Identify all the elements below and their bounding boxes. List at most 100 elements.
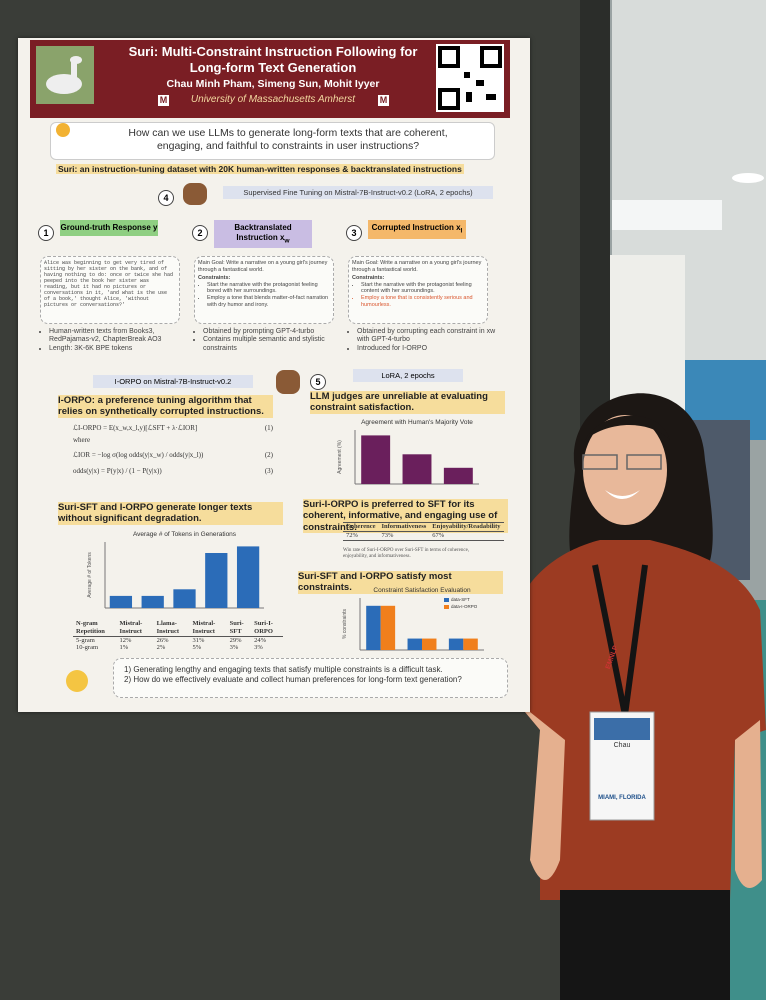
table-header: N-gram Repetition Mistral-Instruct Llama-I… <box>73 620 283 637</box>
step-sample: Main Goal: Write a narrative on a young … <box>352 260 482 273</box>
header-cell: Enjoyability/Readability <box>429 522 504 532</box>
step-sample: Alice was beginning to get very tired of… <box>44 260 174 308</box>
cell: 5% <box>192 644 202 652</box>
legend-swatch <box>444 598 449 602</box>
light-panel <box>612 200 722 230</box>
constraint-chart: Constraint Satisfaction Evaluation % cons… <box>342 587 484 651</box>
equations: ℒI-ORPO = E(x_w,x_l,y)[ℒSFT + λ·ℒIOR] (1… <box>73 424 273 484</box>
orpo-heading: I-ORPO: a preference tuning algorithm th… <box>58 395 273 418</box>
open-question: 1) Generating lengthy and engaging texts… <box>124 665 443 674</box>
bar <box>448 638 464 650</box>
llama <box>46 56 82 94</box>
logo: M <box>378 95 389 106</box>
step-number: 4 <box>158 190 174 206</box>
y-axis-label: Agreement (%) <box>337 440 343 474</box>
cell: 73% <box>381 531 394 539</box>
arm <box>735 720 762 888</box>
judge-heading: LLM judges are unreliable at evaluating … <box>310 391 505 414</box>
bar <box>205 553 228 608</box>
bar <box>141 595 164 608</box>
arm <box>515 700 565 880</box>
open-questions: 1) Generating lengthy and engaging texts… <box>113 658 508 698</box>
header-cell: Suri-I-ORPO <box>251 620 283 637</box>
badge-name: Chau <box>613 742 631 749</box>
step-label-text: Corrupted Instruction x <box>371 223 461 232</box>
legend-swatch <box>444 605 449 609</box>
step-label: Corrupted Instruction xl <box>368 220 466 239</box>
chart-title: Average # of Tokens in Generations <box>133 531 237 538</box>
repetition-table: N-gram Repetition Mistral-Instruct Llama-I… <box>73 620 283 652</box>
cell: 5-gram <box>76 636 95 644</box>
step-bullet: Obtained by prompting GPT-4-turbo <box>203 328 348 336</box>
badge-header <box>594 718 650 740</box>
qr-pattern <box>438 46 502 110</box>
chart-title: Agreement with Human's Majority Vote <box>361 419 473 426</box>
step-label-sub: w <box>284 237 290 245</box>
cell: 2% <box>156 644 166 652</box>
constraint-heading: Suri-SFT and I-ORPO satisfy most constra… <box>298 571 503 594</box>
equation-number: (2) <box>264 450 273 459</box>
step-label-sub: l <box>460 227 463 235</box>
question: How can we use LLMs to generate long-for… <box>128 127 448 152</box>
table-row: 5-gram 12% 26% 31% 29% 24% <box>73 636 283 644</box>
header-band <box>30 40 510 118</box>
where: where <box>73 436 91 445</box>
y-axis-label: Average # of Tokens <box>87 552 93 598</box>
cell: 3% <box>229 644 239 652</box>
thinking-emoji <box>66 670 88 692</box>
logo: M <box>158 95 169 106</box>
step-label: Backtranslated Instruction xw <box>214 220 312 249</box>
equation-number: (1) <box>264 424 273 432</box>
constraint: Employ a tone that is consistently serio… <box>361 295 484 308</box>
table-header: Coherence Informativeness Enjoyability/Rea… <box>343 522 504 532</box>
chart-title: Constraint Satisfaction Evaluation <box>373 587 471 594</box>
constraints-label: Constraints: <box>352 275 385 282</box>
badge-place: MIAMI, FLORIDA <box>598 795 646 801</box>
constraints: Start the narrative with the protagonist… <box>352 282 484 308</box>
bar <box>422 638 437 650</box>
pants <box>560 890 730 1000</box>
qr-code <box>436 44 504 112</box>
poster: Suri: Multi-Constraint Instruction Follo… <box>18 38 530 712</box>
cell: 10-gram <box>76 644 99 652</box>
equation: odds(y|x) = P(y|x) / (1 − P(y|x)) <box>73 467 162 476</box>
step-bullet: Human-written texts from Books3, RedPaja… <box>49 328 194 345</box>
bar <box>463 638 478 650</box>
equation-row: ℒI-ORPO = E(x_w,x_l,y)[ℒSFT + λ·ℒIOR] (1… <box>73 424 273 432</box>
legend-label: data-I-ORPO <box>451 604 478 609</box>
dataset-heading: Suri: an instruction-tuning dataset with… <box>56 164 464 175</box>
table-row: 72% 73% 67% <box>343 531 504 540</box>
cell: 24% <box>254 636 267 644</box>
step-label-text: Backtranslated Instruction x <box>234 223 292 242</box>
cell: 72% <box>346 531 358 539</box>
poster-title: Suri: Multi-Constraint Instruction Follo… <box>128 44 418 75</box>
step-number: 2 <box>192 225 208 241</box>
length-heading: Suri-SFT and I-ORPO generate longer text… <box>58 502 283 525</box>
tokens-chart: Average # of Tokens in Generations Averag… <box>87 531 264 609</box>
header-cell: Llama-Instruct <box>153 620 190 637</box>
step-box: Alice was beginning to get very tired of… <box>40 256 180 324</box>
step-bullet: Length: 3K-6K BPE tokens <box>49 345 194 353</box>
step-bullets: Obtained by prompting GPT-4-turboContain… <box>194 328 348 353</box>
cell: 3% <box>254 644 263 652</box>
table-row: 10-gram 1% 2% 5% 3% 3% <box>73 644 283 652</box>
header-cell: Informativeness <box>378 522 430 532</box>
step-label: Ground-truth Response y <box>60 220 158 236</box>
sft-label: Supervised Fine Tuning on Mistral-7B-Ins… <box>223 186 493 199</box>
bar <box>173 589 196 608</box>
lora-label: LoRA, 2 epochs <box>353 369 463 382</box>
step-number: 1 <box>38 225 54 241</box>
step-bullets: Obtained by corrupting each constraint i… <box>348 328 502 353</box>
legend-label: data-SFT <box>451 597 470 602</box>
bangs <box>585 415 670 440</box>
bar <box>380 605 396 650</box>
bear-icon <box>276 370 300 394</box>
step-bullets: Human-written texts from Books3, RedPaja… <box>40 328 194 353</box>
equation-row: ℒIOR = −log σ(log odds(y|x_w) / odds(y|x… <box>73 451 273 459</box>
step-number: 3 <box>346 225 362 241</box>
orpo-label: I-ORPO on Mistral-7B-Instruct-v0.2 <box>93 375 253 388</box>
bear-icon <box>183 183 207 205</box>
face <box>583 415 667 525</box>
